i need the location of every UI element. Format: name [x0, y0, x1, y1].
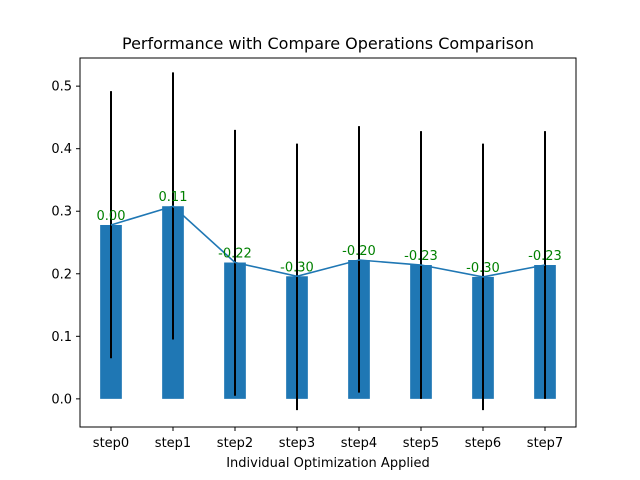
data-label: -0.23 — [404, 249, 438, 264]
data-label: -0.20 — [342, 244, 376, 259]
data-label: 0.11 — [159, 190, 188, 205]
chart-title: Performance with Compare Operations Comp… — [122, 34, 534, 53]
y-tick-label: 0.4 — [51, 142, 72, 157]
x-tick-label: step1 — [155, 436, 191, 451]
x-axis-label: Individual Optimization Applied — [226, 456, 430, 471]
data-label: -0.22 — [218, 247, 252, 262]
x-tick-label: step7 — [527, 436, 563, 451]
x-tick-label: step0 — [93, 436, 129, 451]
y-tick-label: 0.1 — [51, 330, 72, 345]
x-tick-label: step4 — [341, 436, 377, 451]
y-tick-label: 0.2 — [51, 267, 72, 282]
y-tick-label: 0.5 — [51, 80, 72, 95]
data-label: -0.30 — [280, 260, 314, 275]
plot-frame — [79, 57, 577, 428]
x-tick-label: step6 — [465, 436, 501, 451]
x-tick-label: step5 — [403, 436, 439, 451]
y-tick-label: 0.3 — [51, 205, 72, 220]
x-tick-label: step2 — [217, 436, 253, 451]
data-label: -0.30 — [466, 261, 500, 276]
data-label: 0.00 — [97, 209, 126, 224]
y-tick-label: 0.0 — [51, 392, 72, 407]
x-tick-label: step3 — [279, 436, 315, 451]
series-line — [110, 205, 546, 278]
data-label: -0.23 — [528, 249, 562, 264]
plot-area: 0.00 0.11 -0.22 -0.30 -0.20 -0.23 -0.30 -0.23 0.… — [51, 57, 577, 451]
